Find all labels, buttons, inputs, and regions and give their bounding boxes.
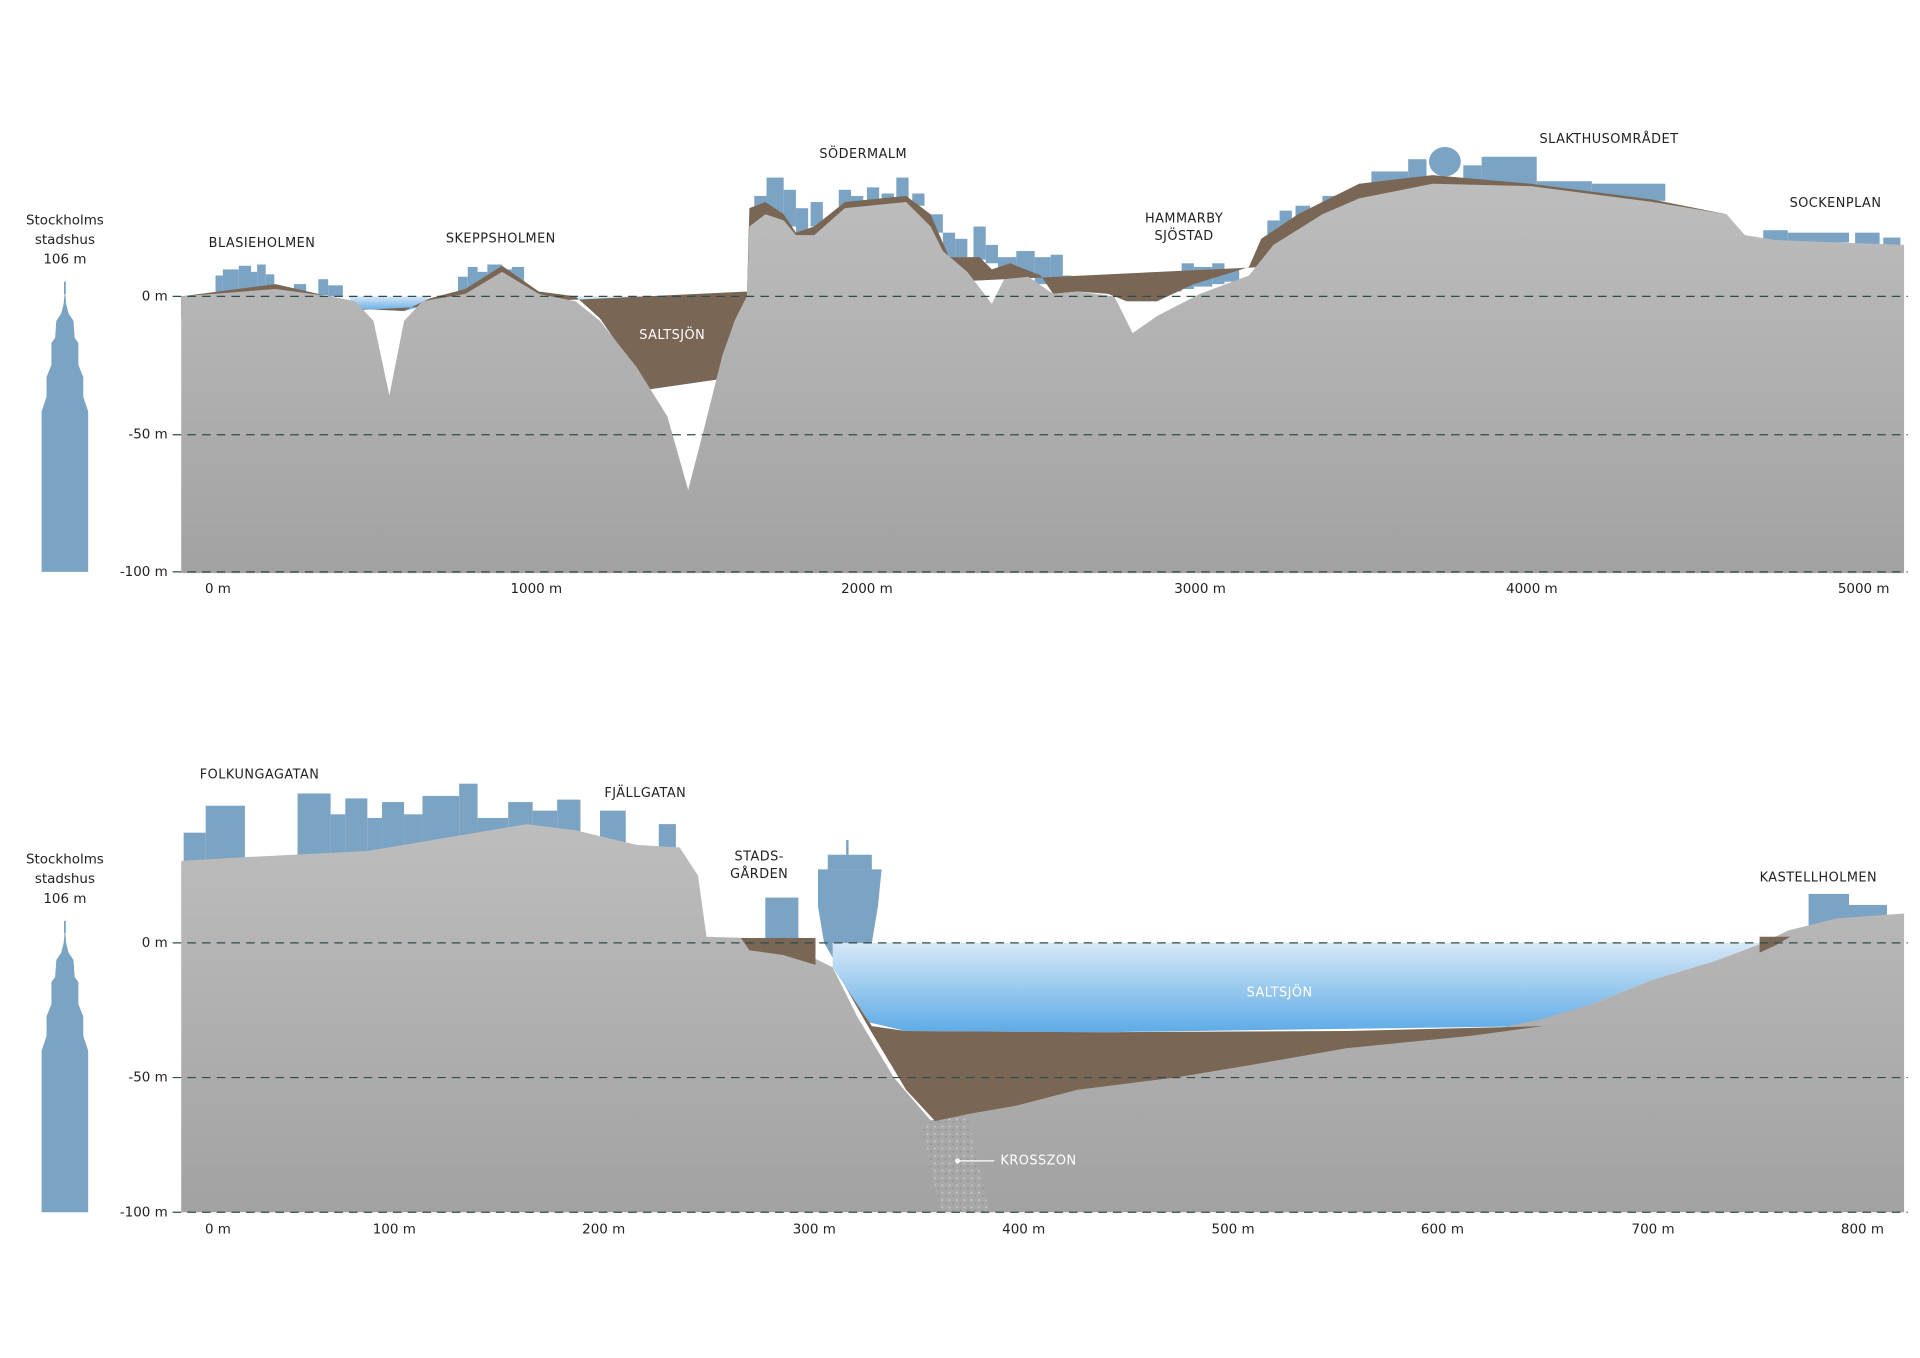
zone-dot: [955, 1158, 960, 1164]
building: [912, 193, 925, 206]
building: [1883, 237, 1901, 247]
depth-label: -50 m: [128, 428, 167, 443]
distance-label: 100 m: [373, 1222, 416, 1237]
building: [257, 264, 266, 292]
depth-label: 0 m: [142, 936, 168, 951]
building: [973, 226, 986, 260]
building: [1408, 159, 1427, 182]
sediment: [1759, 936, 1791, 953]
distance-label: 0 m: [205, 582, 231, 597]
distance-label: 700 m: [1632, 1222, 1675, 1237]
building: [251, 271, 258, 292]
dome: [1428, 146, 1461, 177]
place-label: GÅRDEN: [730, 866, 788, 882]
sediment: [740, 937, 816, 965]
building: [467, 266, 478, 292]
zone-label: KROSSZON: [1000, 1153, 1076, 1168]
tower: [41, 289, 89, 572]
place-label: STADS-: [734, 850, 783, 865]
building: [183, 832, 206, 864]
crush-zone: [920, 1114, 990, 1213]
distance-label: 500 m: [1212, 1222, 1255, 1237]
water-label: SALTSJÖN: [639, 326, 705, 343]
distance-label: 0 m: [205, 1222, 231, 1237]
place-label: KASTELLHOLMEN: [1760, 870, 1878, 885]
distance-label: 5000 m: [1838, 582, 1890, 597]
building: [985, 244, 998, 264]
place-label: FJÄLLGATAN: [604, 785, 686, 801]
depth-label: -100 m: [120, 1205, 168, 1220]
building: [205, 805, 245, 861]
place-label: SJÖSTAD: [1155, 227, 1214, 244]
building: [1787, 232, 1849, 243]
water: [348, 296, 429, 312]
tower-label: 106 m: [43, 892, 86, 907]
ship-deck: [827, 854, 872, 870]
distance-label: 2000 m: [841, 582, 893, 597]
tower-label: stadshus: [35, 233, 95, 248]
distance-label: 300 m: [793, 1222, 836, 1237]
distance-label: 200 m: [582, 1222, 625, 1237]
building: [293, 284, 307, 294]
place-label: HAMMARBY: [1145, 212, 1223, 227]
building: [557, 799, 581, 833]
building: [328, 285, 343, 297]
building: [222, 269, 239, 294]
bedrock: [181, 183, 1905, 574]
building: [265, 274, 275, 289]
building: [866, 187, 880, 203]
building: [795, 208, 809, 236]
building: [1855, 232, 1880, 245]
sediment: [844, 985, 1543, 1123]
distance-label: 1000 m: [511, 582, 563, 597]
building: [457, 276, 468, 296]
building: [330, 814, 346, 858]
building: [765, 897, 799, 941]
building: [1463, 165, 1482, 182]
distance-label: 600 m: [1421, 1222, 1464, 1237]
place-label: BLASIEHOLMEN: [209, 236, 316, 251]
water: [832, 942, 1764, 1033]
tower-label: stadshus: [35, 872, 95, 887]
distance-label: 3000 m: [1174, 582, 1226, 597]
building: [955, 238, 968, 258]
building: [215, 275, 223, 294]
building: [810, 202, 823, 227]
depth-label: 0 m: [142, 289, 168, 304]
place-label: SOCKENPLAN: [1790, 196, 1882, 211]
distance-label: 400 m: [1002, 1222, 1045, 1237]
tower: [41, 928, 89, 1213]
building: [367, 817, 383, 858]
building: [238, 265, 252, 292]
building: [382, 802, 405, 855]
building: [297, 793, 331, 858]
depth-label: -50 m: [128, 1071, 167, 1086]
place-label: FOLKUNGAGATAN: [200, 768, 320, 783]
ship: [817, 869, 882, 958]
tower-label: Stockholms: [26, 213, 104, 228]
place-label: SLAKTHUSOMRÅDET: [1539, 131, 1678, 147]
distance-label: 800 m: [1841, 1222, 1884, 1237]
building: [345, 798, 368, 858]
tower-label: Stockholms: [26, 853, 104, 868]
building: [896, 177, 909, 199]
building: [783, 189, 796, 227]
distance-label: 4000 m: [1506, 582, 1558, 597]
depth-label: -100 m: [120, 565, 168, 580]
tower-label: 106 m: [43, 253, 86, 268]
place-label: SÖDERMALM: [819, 145, 907, 162]
water-label: SALTSJÖN: [1247, 984, 1313, 1001]
building: [318, 279, 329, 296]
place-label: SKEPPSHOLMEN: [446, 231, 556, 246]
bedrock: [181, 824, 1905, 1213]
building: [1763, 230, 1788, 242]
building: [658, 824, 676, 852]
